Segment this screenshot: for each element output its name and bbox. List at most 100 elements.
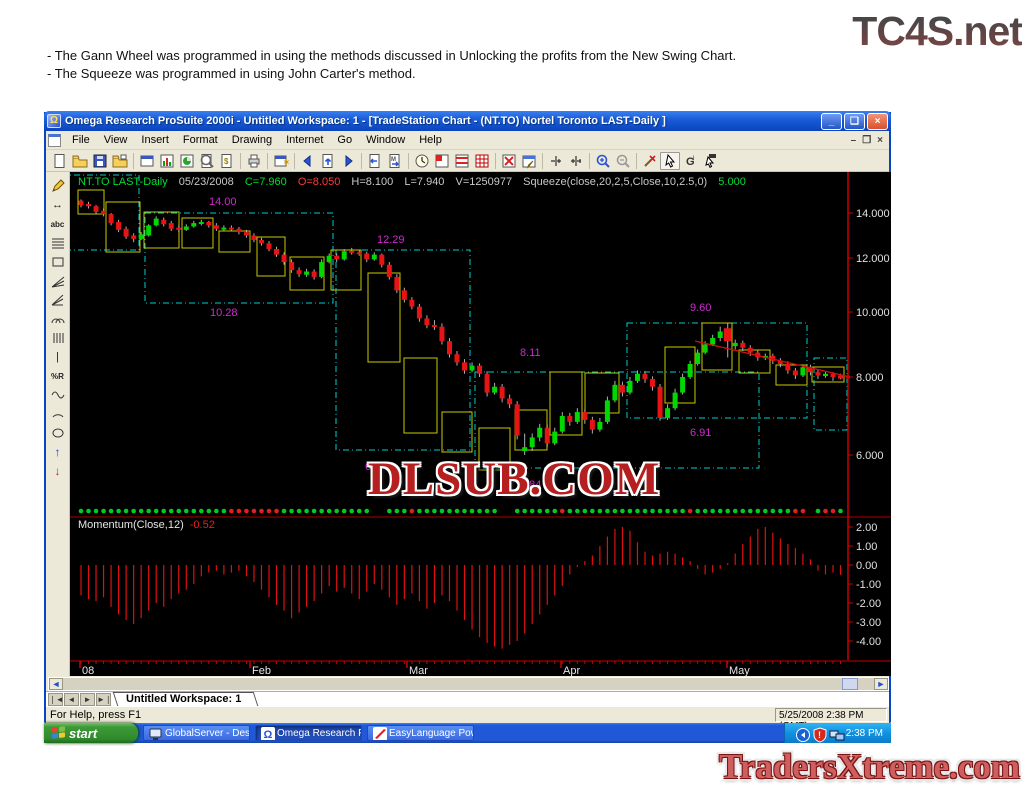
page-next-icon[interactable]: M <box>385 152 405 170</box>
back-circle-icon[interactable] <box>795 727 810 742</box>
title-bar[interactable]: Ω Omega Research ProSuite 2000i - Untitl… <box>44 111 891 131</box>
restore-button[interactable]: ❏ <box>844 112 865 130</box>
taskbar-task-easylanguage[interactable]: EasyLanguage Power... <box>367 725 474 741</box>
high-label: H=8.100 <box>351 176 394 188</box>
new-doc-icon[interactable] <box>50 152 70 170</box>
open-folder-icon[interactable] <box>70 152 90 170</box>
menu-item-insert[interactable]: Insert <box>141 134 169 146</box>
percent-r-tool-icon[interactable]: %R <box>51 371 64 381</box>
svg-text:10.000: 10.000 <box>856 307 890 319</box>
svg-text:!: ! <box>818 730 821 740</box>
mdi-controls[interactable]: – ❐ × <box>851 135 889 146</box>
minimize-button[interactable]: _ <box>821 112 842 130</box>
tab-nav-prev-button[interactable]: ◄ <box>64 693 79 706</box>
system-tray: ! 2:38 PM <box>783 723 891 743</box>
horizontal-scrollbar[interactable]: ◄ ► <box>48 677 889 691</box>
pencil-tool-icon[interactable] <box>49 178 67 194</box>
network-monitor-icon[interactable] <box>829 727 845 740</box>
arrow-forward-icon[interactable] <box>338 152 358 170</box>
menu-item-format[interactable]: Format <box>182 134 218 146</box>
save-chart-icon[interactable] <box>90 152 110 170</box>
doc-dollar-icon[interactable]: $ <box>217 152 237 170</box>
window-red-icon[interactable] <box>432 152 452 170</box>
wave-tool-icon[interactable] <box>49 387 67 403</box>
printer-icon[interactable] <box>244 152 264 170</box>
tab-nav-buttons[interactable]: ❘◄ ◄ ► ►❘ <box>48 693 112 706</box>
menu-item-file[interactable]: File <box>72 134 90 146</box>
mdi-close-icon[interactable]: × <box>877 134 883 146</box>
chart-x-icon[interactable] <box>499 152 519 170</box>
svg-text:0.00: 0.00 <box>856 560 877 572</box>
tab-nav-next-button[interactable]: ► <box>80 693 95 706</box>
mdi-minimize-icon[interactable]: – <box>850 134 857 146</box>
extend-line-tool-icon[interactable]: ↔ <box>52 199 63 211</box>
arrow-back-icon[interactable] <box>298 152 318 170</box>
zoom-out-icon[interactable] <box>613 152 633 170</box>
pointer-icon[interactable] <box>660 151 680 170</box>
menu-item-window[interactable]: Window <box>366 134 406 146</box>
toolbar-separator <box>542 152 543 169</box>
text-abc-tool-icon[interactable]: abc <box>50 219 65 229</box>
svg-text:12.000: 12.000 <box>856 253 890 265</box>
doc-zoom-icon[interactable] <box>197 152 217 170</box>
close-button[interactable]: × <box>867 112 888 130</box>
tab-nav-first-button[interactable]: ❘◄ <box>48 693 64 706</box>
svg-text:Apr: Apr <box>563 665 580 676</box>
cycle-arcs-tool-icon[interactable] <box>49 311 67 327</box>
toolbar-separator <box>495 152 496 169</box>
folder-chart-icon[interactable] <box>110 152 130 170</box>
toolbar-separator <box>589 152 590 169</box>
mdi-restore-icon[interactable]: ❐ <box>862 134 872 146</box>
security-shield-icon[interactable]: ! <box>812 726 827 743</box>
menu-item-help[interactable]: Help <box>419 134 442 146</box>
svg-text:l: l <box>693 156 694 162</box>
svg-text:M: M <box>391 157 396 163</box>
drawing-toolbar: ↔ abc | %R ↑ ↓ <box>46 172 70 676</box>
pointer-help-icon[interactable] <box>700 152 720 170</box>
scroll-right-button[interactable]: ► <box>874 678 888 690</box>
window-doc-icon[interactable] <box>137 152 157 170</box>
vertical-grid-tool-icon[interactable] <box>49 330 67 346</box>
status-help-text: For Help, press F1 <box>50 709 142 721</box>
workspace-tab[interactable]: Untitled Workspace: 1 <box>112 692 259 706</box>
menu-item-go[interactable]: Go <box>337 134 353 146</box>
clock-icon[interactable] <box>412 152 432 170</box>
table-grid-icon[interactable] <box>472 152 492 170</box>
menu-item-drawing[interactable]: Drawing <box>231 134 273 146</box>
tick-right-icon[interactable] <box>566 152 586 170</box>
gann-fan-tool-icon[interactable] <box>49 273 67 289</box>
pie-chart-icon[interactable] <box>177 152 197 170</box>
speed-lines-tool-icon[interactable] <box>49 292 67 308</box>
arrow-up-tool-icon[interactable]: ↑ <box>54 445 61 459</box>
zoom-in-icon[interactable] <box>593 152 613 170</box>
momentum-label: Momentum(Close,12) -0.52 <box>78 519 215 531</box>
arrow-up-doc-icon[interactable] <box>318 152 338 170</box>
tick-left-icon[interactable] <box>546 152 566 170</box>
scrollbar-thumb[interactable] <box>842 678 858 690</box>
properties-icon[interactable]: ✶ <box>271 152 291 170</box>
window-rows-icon[interactable] <box>452 152 472 170</box>
menu-item-internet[interactable]: Internet <box>286 134 324 146</box>
calendar-pen-icon[interactable] <box>519 152 539 170</box>
vertical-line-tool-icon[interactable]: | <box>56 351 59 363</box>
scroll-left-button[interactable]: ◄ <box>49 678 63 690</box>
taskbar-task-globalserver[interactable]: GlobalServer - Deskto... <box>143 725 250 741</box>
chart-area[interactable]: 14.00 12.29 10.28 9.60 8.11 6.91 6.17 5.84 14.00… <box>70 172 891 676</box>
parallel-lines-tool-icon[interactable] <box>49 235 67 251</box>
arc-tool-icon[interactable] <box>49 406 67 422</box>
start-button[interactable]: start <box>44 723 138 743</box>
ellipse-tool-icon[interactable] <box>49 425 67 441</box>
tools-icon[interactable] <box>640 152 660 170</box>
tab-nav-last-button[interactable]: ►❘ <box>96 693 112 706</box>
page-prev-icon[interactable] <box>365 152 385 170</box>
easylanguage-icon <box>372 726 387 740</box>
status-bar: For Help, press F1 5/25/2008 2:38 PM (GM… <box>46 706 889 732</box>
bar-chart-icon[interactable] <box>157 152 177 170</box>
svg-text:10.28: 10.28 <box>210 307 238 319</box>
arrow-down-tool-icon[interactable]: ↓ <box>54 464 61 478</box>
rectangle-tool-icon[interactable] <box>49 254 67 270</box>
price-chart[interactable]: 14.00 12.29 10.28 9.60 8.11 6.91 6.17 5.84 14.00… <box>70 172 891 676</box>
menu-item-view[interactable]: View <box>103 134 128 146</box>
